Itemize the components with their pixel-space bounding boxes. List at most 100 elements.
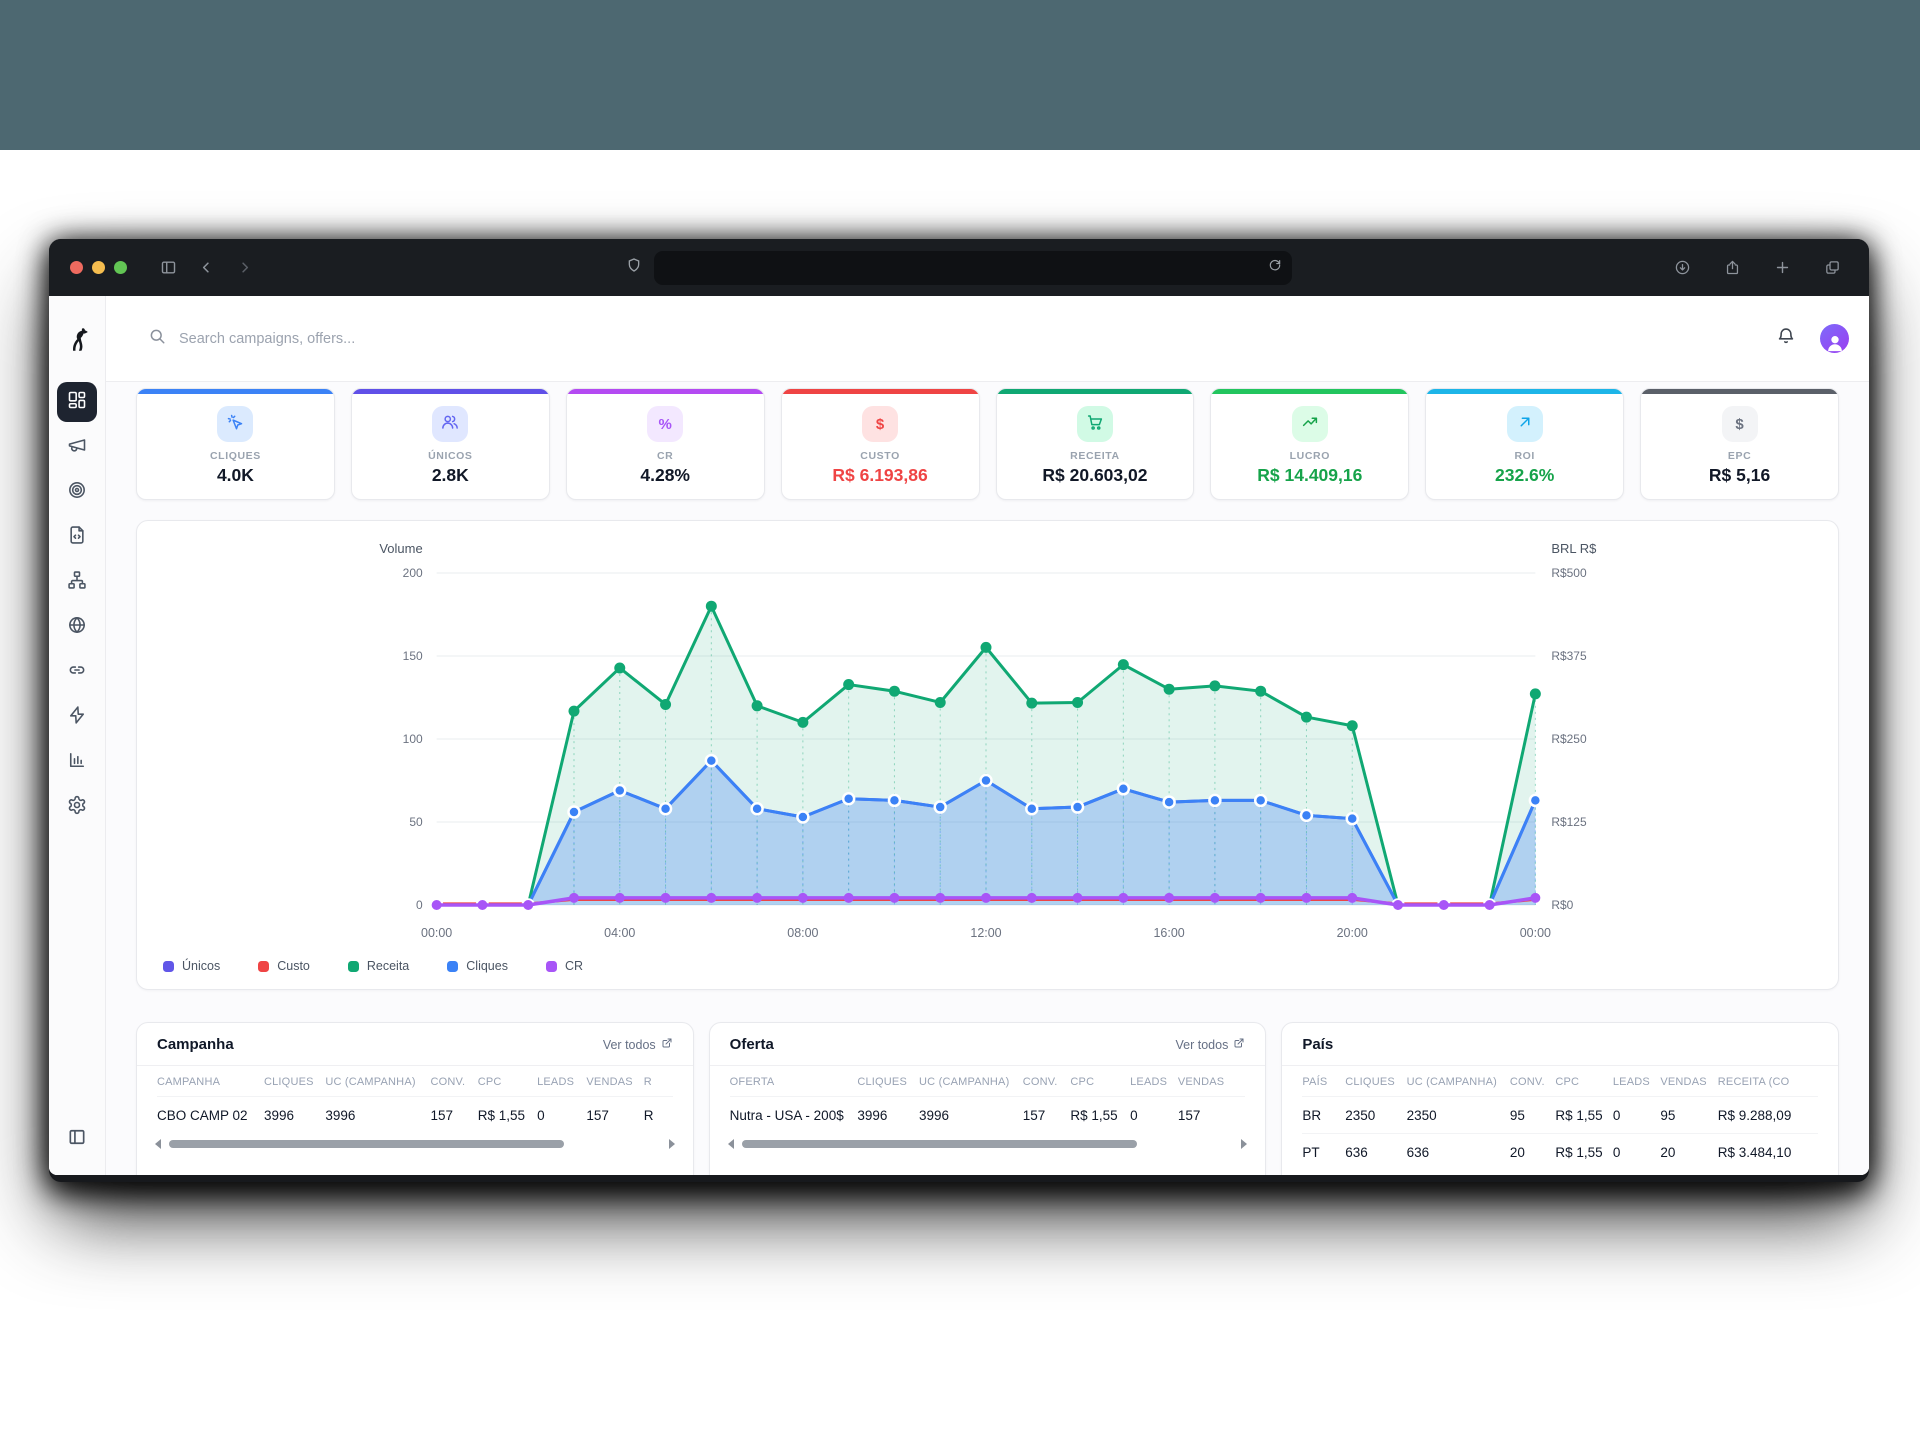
table-column-header: RECEITA (CO	[1717, 1076, 1790, 1088]
privacy-shield-icon[interactable]	[626, 257, 642, 278]
downloads-icon[interactable]	[1665, 253, 1699, 283]
zoom-window-button[interactable]	[114, 261, 127, 274]
sidebar-item-dashboard[interactable]	[57, 382, 97, 422]
sidebar-item-automation[interactable]	[57, 697, 97, 737]
legend-item-receita[interactable]: Receita	[347, 959, 409, 973]
reload-icon[interactable]	[1268, 258, 1282, 277]
table-column-header: CPC	[1555, 1076, 1580, 1088]
metric-card-cr: % CR 4.28%	[565, 388, 765, 500]
chart-legend: Únicos Custo Receita Cliques CR	[163, 951, 1838, 981]
ver-todos-link[interactable]: Ver todos	[1176, 1037, 1246, 1052]
metric-icon-tile	[1291, 406, 1328, 442]
sidebar-item-campaigns[interactable]	[57, 427, 97, 467]
sidebar-item-flows[interactable]	[57, 562, 97, 602]
table-card-pais: País PAÍS CLIQUES UC (CAMPANHA) CONV. CPC LEAD…	[1281, 1022, 1839, 1175]
scrollbar-track[interactable]	[168, 1140, 662, 1148]
dashboard-icon	[67, 390, 87, 415]
scrollbar-track[interactable]	[741, 1140, 1235, 1148]
collapse-sidebar-icon[interactable]	[57, 1117, 97, 1157]
table-row[interactable]: PT 636 636 20 R$ 1,55 0 20 R$ 3.484,10	[1302, 1133, 1818, 1170]
back-icon[interactable]	[189, 253, 223, 283]
table-cell: 3996	[919, 1096, 1023, 1133]
table-row[interactable]: BR 2350 2350 95 R$ 1,55 0 95 R$ 9.288,09	[1302, 1096, 1818, 1134]
table-cell: 20	[1509, 1133, 1556, 1170]
table-column-header: LEADS	[1612, 1076, 1650, 1088]
user-avatar[interactable]	[1820, 324, 1849, 353]
metric-label: CUSTO	[860, 450, 900, 462]
table-cell: 2350	[1406, 1096, 1510, 1134]
metric-label: ROI	[1514, 450, 1535, 462]
metric-accent-bar	[1641, 389, 1838, 394]
desktop-background	[0, 0, 1920, 150]
scroll-right-arrow[interactable]	[1241, 1139, 1248, 1149]
metric-card-custo: $ CUSTO R$ 6.193,86	[780, 388, 980, 500]
metric-accent-bar	[996, 389, 1194, 394]
browser-title-bar	[49, 239, 1869, 296]
close-window-button[interactable]	[70, 261, 83, 274]
notifications-bell-icon[interactable]	[1776, 326, 1796, 351]
metric-value: 232.6%	[1495, 465, 1555, 485]
tab-overview-icon[interactable]	[1815, 253, 1849, 283]
metric-card-roi: ROI 232.6%	[1425, 388, 1625, 500]
breakdown-table: CAMPANHA CLIQUES UC (CAMPANHA) CONV. CPC LEAD…	[157, 1066, 673, 1133]
sidebar-item-offers[interactable]	[57, 472, 97, 512]
legend-item-únicos[interactable]: Únicos	[163, 959, 220, 973]
breakdown-table: PAÍS CLIQUES UC (CAMPANHA) CONV. CPC LEADS VEN…	[1302, 1066, 1818, 1170]
sidebar-item-landers[interactable]	[57, 517, 97, 557]
table-cell: 636	[1345, 1133, 1407, 1170]
file-code-icon	[67, 525, 87, 550]
sidebar-toggle-icon[interactable]	[151, 253, 185, 283]
metric-card-receita: RECEITA R$ 20.603,02	[995, 388, 1195, 500]
forward-icon[interactable]	[227, 253, 261, 283]
table-row[interactable]: Nutra - USA - 200$ 3996 3996 157 R$ 1,55 0 157	[729, 1096, 1246, 1133]
browser-window: CLIQUES 4.0K ÚNICOS 2.8K% CR 4.28% $ CUSTO R$ 6.…	[49, 239, 1869, 1182]
metric-label: CR	[657, 450, 674, 462]
bar-chart-icon	[67, 750, 87, 775]
app-logo-dog-icon[interactable]	[64, 326, 91, 353]
external-link-icon	[661, 1037, 673, 1052]
table-column-header: UC (CAMPANHA)	[1406, 1076, 1497, 1088]
table-column-header: CONV.	[1509, 1076, 1545, 1088]
address-bar[interactable]	[654, 250, 1292, 285]
metric-value: R$ 6.193,86	[832, 465, 928, 485]
table-column-header: CPC	[1070, 1076, 1095, 1088]
share-icon[interactable]	[1715, 253, 1749, 283]
legend-label: Custo	[277, 959, 310, 973]
legend-item-cliques[interactable]: Cliques	[447, 959, 508, 973]
search-input[interactable]	[179, 330, 599, 347]
metric-label: RECEITA	[1070, 450, 1120, 462]
sidebar-item-settings[interactable]	[57, 787, 97, 827]
metric-label: ÚNICOS	[428, 450, 473, 462]
external-link-icon	[1233, 1037, 1245, 1052]
globe-icon	[67, 615, 87, 640]
sidebar-item-domains[interactable]	[57, 607, 97, 647]
sidebar-item-reports[interactable]	[57, 742, 97, 782]
users-icon	[441, 413, 459, 435]
scroll-left-arrow[interactable]	[727, 1139, 734, 1149]
dashboard-content: CLIQUES 4.0K ÚNICOS 2.8K% CR 4.28% $ CUSTO R$ 6.…	[106, 382, 1869, 1175]
table-cell: R$ 1,55	[1070, 1096, 1131, 1133]
legend-item-cr[interactable]: CR	[545, 959, 583, 973]
table-cell: R$ 1,55	[477, 1096, 538, 1133]
ver-todos-link[interactable]: Ver todos	[603, 1037, 673, 1052]
traffic-lights	[49, 261, 127, 274]
sidebar-item-links[interactable]	[57, 652, 97, 692]
left-axis-tick: 0	[416, 898, 423, 912]
table-row[interactable]: CBO CAMP 02 3996 3996 157 R$ 1,55 0 157 R	[157, 1096, 673, 1133]
left-axis-tick: 200	[403, 566, 423, 580]
left-axis-title: Volume	[379, 541, 422, 556]
gear-icon	[67, 795, 87, 820]
new-tab-icon[interactable]	[1765, 253, 1799, 283]
metric-icon-tile: %	[647, 406, 684, 442]
scrollbar-thumb[interactable]	[741, 1140, 1137, 1148]
scrollbar-thumb[interactable]	[169, 1140, 564, 1148]
scroll-right-arrow[interactable]	[668, 1139, 675, 1149]
table-column-header: CPC	[477, 1076, 502, 1088]
zap-icon	[67, 705, 87, 730]
scroll-left-arrow[interactable]	[155, 1139, 161, 1149]
right-axis-tick: R$0	[1551, 898, 1573, 912]
minimize-window-button[interactable]	[92, 261, 105, 274]
click-icon	[226, 413, 244, 435]
table-column-header: CONV.	[1022, 1076, 1058, 1088]
legend-item-custo[interactable]: Custo	[258, 959, 310, 973]
